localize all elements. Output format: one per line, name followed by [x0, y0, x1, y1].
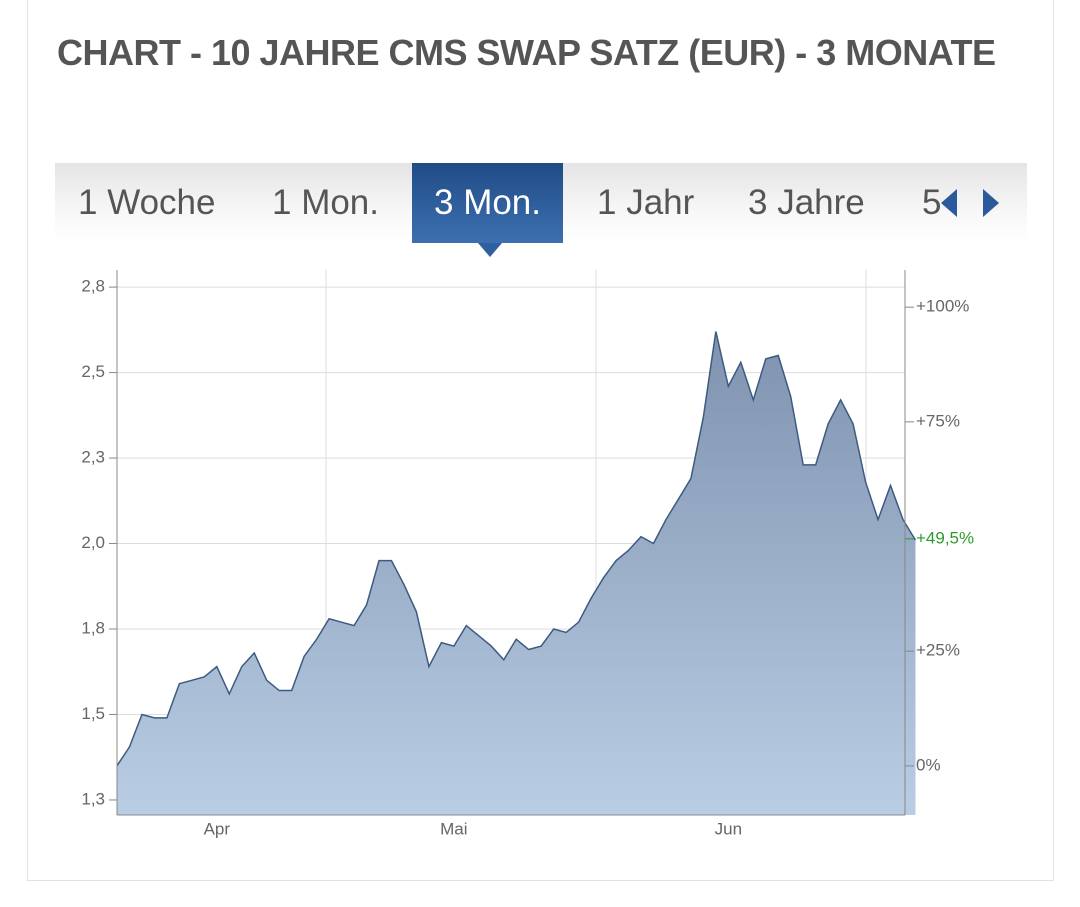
arrow-right[interactable]	[983, 189, 999, 217]
tab[interactable]: 3 Mon.	[412, 163, 563, 243]
x-tick-label: Jun	[715, 819, 742, 838]
tab[interactable]: 1 Mon.	[272, 183, 379, 222]
card	[27, 0, 1054, 881]
y2-tick-label: +25%	[916, 641, 960, 660]
arrow-left[interactable]	[941, 189, 957, 217]
y2-tick-label: 0%	[916, 755, 941, 774]
tab[interactable]: 3 Jahre	[748, 183, 865, 222]
y-tick-label: 2,8	[81, 277, 105, 296]
x-tick-label: Mai	[440, 819, 467, 838]
tab-pointer	[478, 243, 502, 257]
y-tick-label: 2,3	[81, 448, 105, 467]
x-tick-label: Apr	[204, 819, 231, 838]
line	[116, 331, 917, 767]
tab[interactable]: 1 Jahr	[597, 183, 695, 222]
title: CHART - 10 JAHRE CMS SWAP SATZ (EUR) - 3…	[57, 32, 996, 73]
y-tick-label: 1,8	[81, 618, 105, 637]
y-tick-label: 2,5	[81, 362, 105, 381]
area	[117, 331, 916, 815]
y2-tick-label: +75%	[916, 411, 960, 430]
tab-arrows	[941, 189, 999, 217]
tab-bar: 1 Woche 1 Mon. 3 Mon. 1 Jahr 3 Jahre 5	[55, 163, 1027, 243]
y-tick-label: 1,3	[81, 789, 105, 808]
y2-tick-label: +100%	[916, 297, 969, 316]
y-tick-label: 1,5	[81, 704, 105, 723]
tab[interactable]: 5	[922, 183, 942, 222]
tab[interactable]: 1 Woche	[78, 183, 216, 222]
current-value-label: +49,5%	[916, 528, 974, 547]
y-tick-label: 2,0	[81, 533, 105, 552]
